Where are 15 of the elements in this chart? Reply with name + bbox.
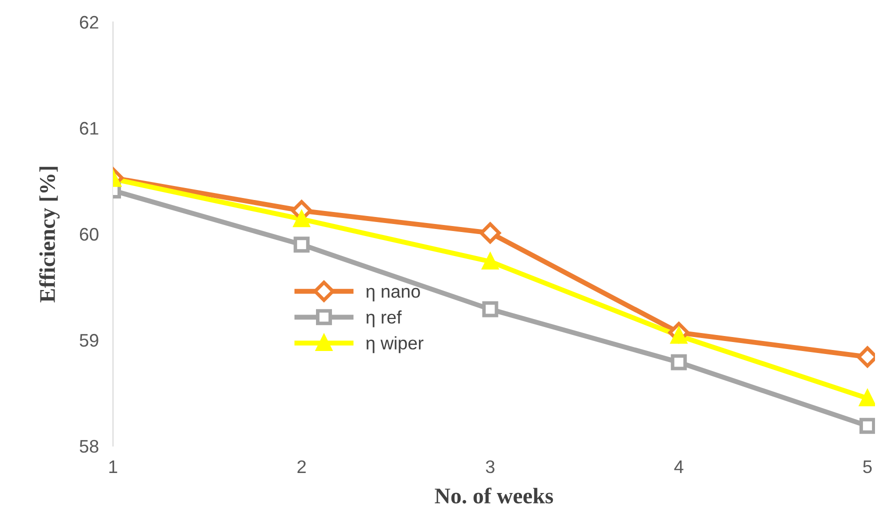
y-tick-label: 62 <box>80 16 98 29</box>
y-tick-label: 60 <box>80 228 98 241</box>
legend-label: η nano <box>366 288 420 302</box>
y-tick-label: 61 <box>80 122 98 135</box>
x-tick-label: 5 <box>863 460 872 474</box>
x-tick-label: 2 <box>298 460 306 473</box>
x-axis-title: No. of weeks <box>434 488 554 504</box>
x-tick-label: 3 <box>486 460 494 474</box>
y-tick-label: 58 <box>80 440 98 453</box>
y-tick-label: 59 <box>80 334 98 347</box>
legend-label: η ref <box>366 310 402 328</box>
legend-label: η wiper <box>366 336 424 354</box>
x-tick-label: 4 <box>674 460 684 473</box>
y-axis-title: Efficiency [%] <box>39 166 60 302</box>
x-tick-label: 1 <box>109 460 118 473</box>
